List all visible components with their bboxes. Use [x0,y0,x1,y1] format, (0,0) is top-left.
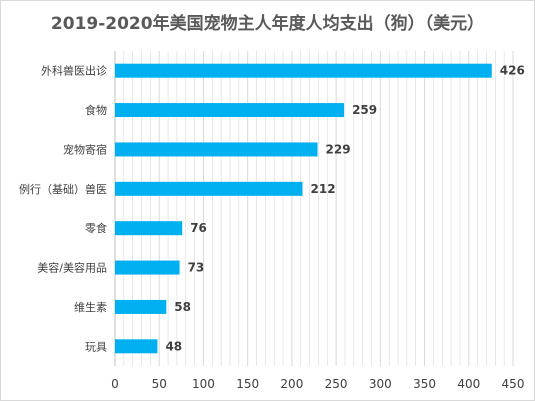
bar [115,221,183,236]
data-label: 48 [165,339,182,353]
bar [115,63,492,78]
x-tick-label: 150 [236,377,259,391]
grid-lines [114,51,514,366]
labels: 0 50 100 150 200 250 300 350 400 450 外科兽医出诊 426 食物 25… [19,64,525,391]
data-label: 73 [188,261,205,275]
x-tick-label: 100 [192,377,215,391]
category-label: 零食 [85,221,107,235]
data-label: 229 [326,142,351,156]
x-tick-label: 350 [413,377,436,391]
category-label: 外科兽医出诊 [41,64,107,78]
category-label: 例行（基础）兽医 [19,182,107,196]
x-tick-label: 250 [325,377,348,391]
x-tick-label: 200 [280,377,303,391]
data-label: 58 [174,300,191,314]
category-label: 玩具 [85,340,107,353]
bar [115,142,318,157]
data-label: 212 [311,182,336,196]
category-label: 美容/美容用品 [37,261,107,275]
category-label: 食物 [85,103,107,117]
x-tick-label: 400 [457,377,480,391]
x-tick-label: 300 [369,377,392,391]
x-tick-label: 450 [502,377,525,391]
data-label: 76 [190,221,207,235]
bar [115,260,180,275]
x-tick-label: 50 [152,377,167,391]
bar [115,181,303,196]
bar [115,299,167,314]
category-label: 维生素 [74,300,107,314]
bar [115,339,158,354]
data-label: 426 [500,64,525,78]
x-tick-label: 0 [111,377,119,391]
data-label: 259 [352,103,377,117]
category-label: 宠物寄宿 [63,142,107,156]
chart-title: 2019-2020年美国宠物主人年度人均支出（狗）（美元） [50,14,485,34]
bar [115,103,345,118]
bars [115,63,492,354]
